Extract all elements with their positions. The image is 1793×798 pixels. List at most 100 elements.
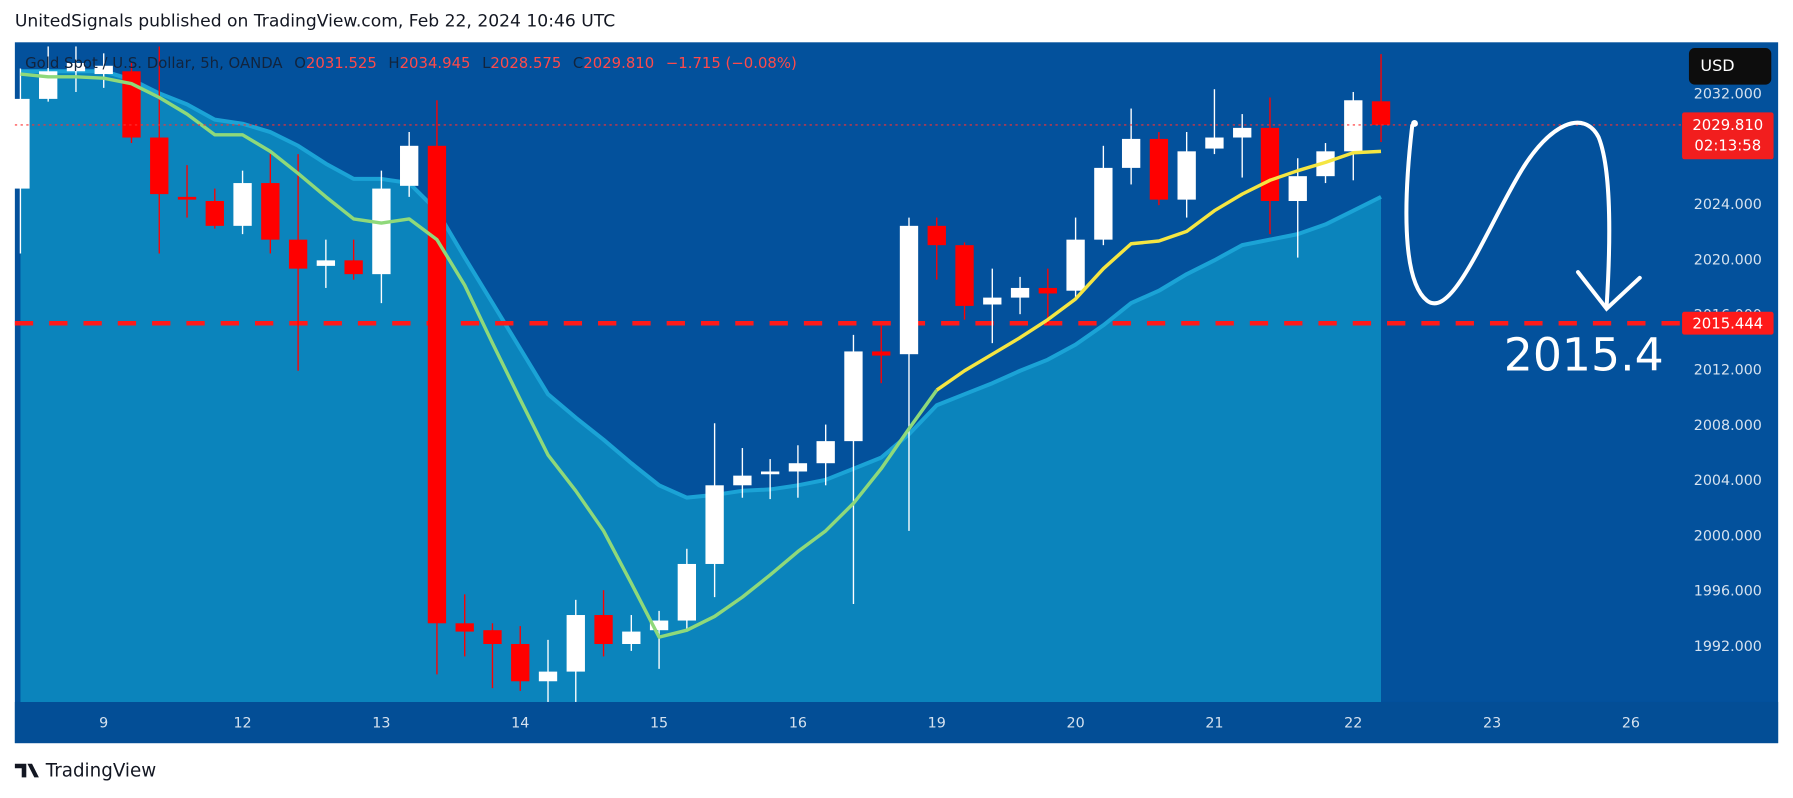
candle-body (927, 225, 946, 246)
currency-button[interactable] (1688, 48, 1772, 85)
y-tick-label: 2000.000 (1694, 528, 1762, 544)
candle-body (316, 260, 336, 266)
c-label: C (573, 54, 583, 72)
symbol: Gold Spot / U.S. Dollar, 5h, OANDA (25, 54, 283, 72)
candle-body (1094, 167, 1113, 240)
candle-body (705, 485, 724, 564)
candle-body (511, 644, 530, 682)
logo-mark (14, 763, 39, 778)
plot-area: 1992.000 1996.000 2000.000 2004.000 2008.000… (11, 46, 1774, 732)
legend: Gold Spot / U.S. Dollar, 5h, OANDA O2031… (25, 54, 797, 72)
x-tick-label: 15 (650, 716, 668, 732)
candle-body (1066, 239, 1085, 291)
x-tick-label: 14 (511, 716, 529, 732)
candle-body (205, 201, 224, 226)
change: −1.715 (−0.08%) (666, 54, 797, 72)
x-tick-label: 21 (1205, 716, 1223, 732)
level-badge (1682, 311, 1774, 335)
candle-body (1344, 100, 1363, 152)
candle-body (1233, 127, 1252, 138)
moving-average (935, 149, 1382, 392)
y-tick-label: 2004.000 (1694, 473, 1762, 489)
candle-body (66, 63, 86, 72)
moving-average (20, 72, 939, 639)
candle-body (1010, 287, 1030, 298)
h-label: H (388, 54, 399, 72)
candle-body (622, 631, 641, 645)
l-label: L (482, 54, 491, 72)
currency-label: USD (1700, 56, 1734, 75)
candle-body (1371, 101, 1391, 125)
candle-body (400, 145, 419, 186)
candle-body (372, 188, 391, 275)
c-value: 2029.810 (583, 54, 654, 72)
candle-body (1205, 137, 1224, 149)
footer-logo: TradingView (14, 761, 157, 782)
candle-body (288, 239, 308, 269)
candle-body (483, 630, 502, 645)
x-tick-label: 26 (1622, 716, 1640, 732)
x-tick-label: 9 (99, 716, 108, 732)
last-price-label: 2029.810 (1692, 116, 1763, 134)
brand: TradingView (45, 761, 157, 782)
o-value: 2031.525 (306, 54, 377, 72)
candle-body (844, 351, 863, 442)
band-line (20, 69, 1382, 500)
candle-body (1288, 176, 1307, 202)
candle-body (261, 183, 280, 240)
time-axis (14, 701, 1779, 744)
candle-body (233, 183, 252, 226)
annotation: 2015.4 (1504, 328, 1664, 381)
drawing-point (1411, 120, 1418, 127)
candle-body (899, 225, 919, 355)
candle-body (344, 260, 363, 275)
candle-body (455, 623, 474, 632)
y-tick-label: 1996.000 (1694, 584, 1762, 600)
candle-body (788, 463, 808, 472)
drawing (1404, 120, 1642, 312)
x-tick-label: 20 (1067, 716, 1085, 732)
x-tick-label: 16 (789, 716, 807, 732)
candle-body (11, 98, 30, 189)
y-tick-label: 2024.000 (1694, 197, 1762, 213)
y-tick-label: 2012.000 (1694, 363, 1762, 379)
candle-body (677, 563, 697, 621)
o-label: O (294, 54, 306, 72)
arrow-head (1576, 270, 1642, 312)
candle-body (1038, 287, 1057, 294)
candle-body (816, 441, 835, 464)
h-value: 2034.945 (400, 54, 471, 72)
candle-body (760, 471, 780, 475)
candle-body (427, 145, 447, 624)
candle-body (177, 196, 197, 200)
band-area (20, 71, 1381, 702)
x-tick-label: 23 (1483, 716, 1501, 732)
candle-body (1149, 138, 1169, 200)
x-tick-label: 12 (233, 716, 251, 732)
candle-body (733, 475, 752, 486)
candle-body (872, 351, 891, 356)
x-tick-label: 19 (928, 716, 946, 732)
l-value: 2028.575 (490, 54, 561, 72)
x-tick-label: 13 (372, 716, 390, 732)
candle-body (594, 615, 613, 645)
candle-body (150, 137, 169, 195)
candle-body (649, 620, 669, 631)
hand-drawn-path (1404, 120, 1612, 309)
candle-body (538, 671, 558, 682)
level-label: 2015.444 (1692, 314, 1763, 332)
y-tick-label: 2020.000 (1694, 252, 1762, 268)
y-tick-label: 1992.000 (1694, 639, 1762, 655)
candle-body (94, 65, 113, 75)
published-line: UnitedSignals published on TradingView.c… (15, 12, 615, 32)
y-tick-label: 2032.000 (1694, 87, 1762, 103)
candle-body (1260, 127, 1280, 202)
last-price-badge (1682, 112, 1774, 160)
candle-body (566, 615, 585, 672)
x-tick-label: 22 (1344, 716, 1362, 732)
y-tick-label: 2008.000 (1694, 418, 1762, 434)
candle-body (955, 245, 974, 306)
candle-body (983, 297, 1002, 305)
